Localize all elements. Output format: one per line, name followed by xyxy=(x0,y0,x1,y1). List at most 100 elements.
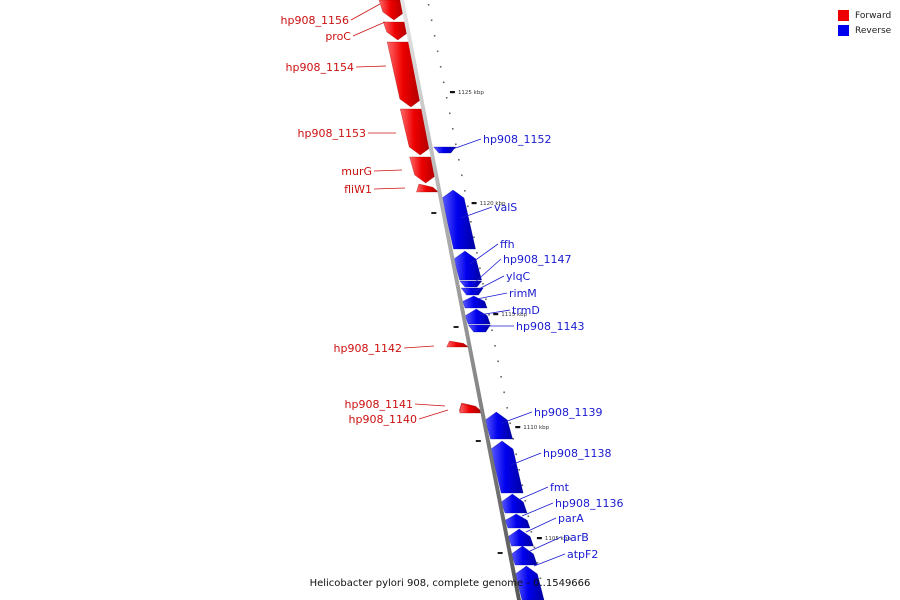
minor-tick xyxy=(527,515,530,518)
minor-tick xyxy=(533,546,536,549)
gene-label: hp908_1154 xyxy=(286,61,354,74)
leader-line xyxy=(352,21,386,37)
forward-swatch xyxy=(838,10,849,21)
minor-tick xyxy=(536,562,539,564)
leader-line xyxy=(474,275,505,292)
gene-arrow-atpF2 xyxy=(515,565,545,600)
gene-arrow-valS xyxy=(441,189,476,250)
minor-tick xyxy=(458,159,460,161)
gene-arrow-ylqC xyxy=(460,287,484,296)
gene-arrow-hp908_1156 xyxy=(378,0,406,21)
gene-label: fmt xyxy=(550,481,570,494)
gene-arrow-proC xyxy=(383,21,409,41)
gene-label: parA xyxy=(558,512,584,525)
minor-tick xyxy=(430,19,433,22)
tick-label: 1125 kbp xyxy=(458,90,484,96)
gene-label: hp908_1147 xyxy=(503,253,571,266)
strand-legend: Forward Reverse xyxy=(838,8,891,38)
major-ticks: 1125 kbp 1120 kbp 1115 kbp 1110 kbp 1105 kbp xyxy=(409,90,571,554)
gene-arrow-fliW1 xyxy=(416,183,439,193)
leader-line xyxy=(469,243,499,265)
leader-line xyxy=(525,517,557,533)
leader-line xyxy=(510,452,542,466)
leader-line xyxy=(449,138,482,151)
minor-tick xyxy=(451,128,454,130)
minor-tick xyxy=(491,329,493,332)
minor-tick xyxy=(436,50,439,53)
minor-tick xyxy=(439,66,442,68)
gene-label: fliW1 xyxy=(344,183,372,196)
gene-label: trmD xyxy=(512,304,540,317)
gene-label: parB xyxy=(563,531,589,544)
gene-arrow-hp908_1139 xyxy=(485,411,513,440)
gene-arrow-hp908_1152 xyxy=(433,146,456,154)
gene-label: hp908_1152 xyxy=(483,133,551,146)
tick-label: 1115 kbp xyxy=(501,312,527,318)
leader-line xyxy=(414,403,446,407)
minor-tick xyxy=(464,190,466,192)
gene-label: hp908_1142 xyxy=(334,342,402,355)
leader-line xyxy=(521,502,554,517)
minor-tick xyxy=(512,438,515,440)
gene-arrow-parA xyxy=(507,528,534,547)
major-tick xyxy=(471,202,477,205)
legend-label: Forward xyxy=(855,10,892,21)
minor-tick xyxy=(494,345,496,347)
minor-tick xyxy=(473,236,475,239)
major-tick xyxy=(493,313,499,316)
minor-tick xyxy=(500,376,502,378)
minor-tick xyxy=(448,112,451,115)
minor-tick xyxy=(461,174,463,177)
gene-arrow-hp908_1143 xyxy=(468,324,491,333)
major-tick xyxy=(515,426,521,429)
minor-tick xyxy=(433,35,436,37)
minor-tick xyxy=(476,252,478,254)
gene-arrow-murG xyxy=(409,156,437,184)
leader-line xyxy=(373,187,406,190)
gene-arrow-ffh xyxy=(453,250,482,281)
label-leaders xyxy=(350,3,566,567)
gene-label: hp908_1153 xyxy=(298,127,366,140)
legend-item-reverse: Reverse xyxy=(838,23,891,38)
minor-tick xyxy=(467,205,469,208)
gene-label: hp908_1139 xyxy=(534,406,602,419)
leader-line xyxy=(476,292,508,300)
minor-tick xyxy=(470,221,472,223)
gene-arrow-hp908_1136 xyxy=(505,513,531,529)
gene-label: hp908_1136 xyxy=(555,497,623,510)
leader-line xyxy=(517,486,549,501)
gene-label: atpF2 xyxy=(567,548,598,561)
minor-tick xyxy=(506,407,508,409)
minor-tick xyxy=(442,81,445,84)
gene-label: hp908_1143 xyxy=(516,320,584,333)
tick-label: 1110 kbp xyxy=(523,425,549,431)
gene-arrow-parB xyxy=(511,545,538,566)
leader-line xyxy=(529,536,562,552)
minor-tick xyxy=(530,531,533,533)
gene-arrow-trmD xyxy=(465,308,491,325)
leader-line xyxy=(501,411,533,424)
legend-item-forward: Forward xyxy=(838,8,891,23)
gene-label: hp908_1140 xyxy=(349,413,417,426)
minor-tick xyxy=(482,283,484,285)
gene-arrow-hp908_1154 xyxy=(387,41,423,108)
genome-caption: Helicobacter pylori 908, complete genome… xyxy=(309,578,591,589)
minor-tick xyxy=(503,391,505,394)
minor-tick xyxy=(488,314,490,316)
leader-line xyxy=(472,258,502,285)
minor-tick xyxy=(485,298,487,301)
gene-arrow-hp908_1153 xyxy=(400,108,432,156)
gene-label: rimM xyxy=(509,287,537,300)
gene-label: valS xyxy=(494,201,517,214)
genome-backbone xyxy=(400,0,521,600)
minor-ticks xyxy=(427,4,542,580)
gene-labels: hp908_1156 proC hp908_1154 hp908_1153 hp908_… xyxy=(281,14,624,561)
gene-arrow-hp908_1142 xyxy=(446,340,470,348)
minor-tick xyxy=(509,422,511,425)
leader-line xyxy=(355,65,387,68)
gene-label: ffh xyxy=(500,238,515,251)
gene-arrow-hp908_1138 xyxy=(490,440,524,494)
leader-line xyxy=(373,169,403,172)
legend-label: Reverse xyxy=(855,25,892,36)
